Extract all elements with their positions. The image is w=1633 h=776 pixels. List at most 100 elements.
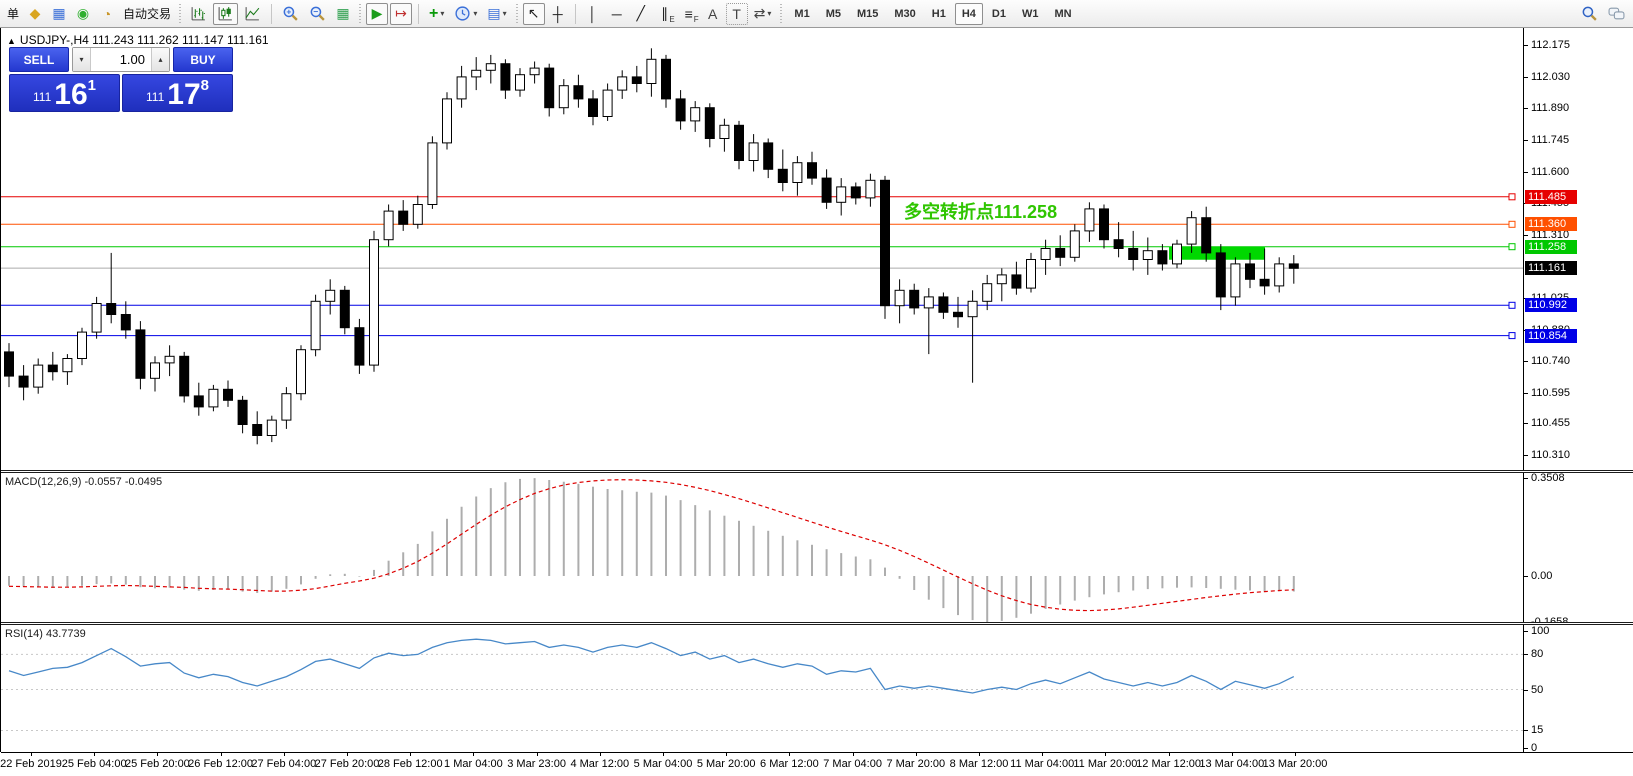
equidistant-channel-button[interactable]: ∥ E [661,5,675,24]
arrows-button-caret-icon[interactable]: ▾ [767,9,772,18]
candlestick-chart-button[interactable] [213,2,239,25]
current-price-badge: 111.161 [1525,261,1577,275]
vertical-line-button[interactable]: │ [588,5,598,22]
axis-tick-label: 50 [1531,684,1544,696]
time-tick [157,753,159,756]
time-tick-label: 11 Mar 04:00 [1010,758,1075,770]
panel-separator-rsi[interactable] [1,622,1633,625]
timeframe-button-h4[interactable]: H4 [954,2,983,25]
toolbar-grip [359,3,362,24]
timeframe-button-m15[interactable]: M15 [856,7,879,20]
text-button[interactable]: A [707,5,718,22]
axis-tick [1524,478,1528,479]
one-click-trade-panel: SELL ▾ 1.00 ▴ BUY 111 16 1 111 17 8 [9,47,233,112]
time-tick [473,753,475,756]
arrows-button[interactable]: ⇄ ▾ [753,5,772,21]
crosshair-button[interactable]: ┼ [552,5,563,22]
expert-advisors-icon[interactable]: ◔ [102,5,112,22]
text-label-button[interactable]: T [725,2,748,25]
axis-tick [1524,631,1528,632]
buy-price-display[interactable]: 111 17 8 [122,74,233,112]
trendline-button[interactable]: ╱ [636,5,645,21]
fibonacci-button[interactable]: ≡ F [684,5,699,24]
sell-button[interactable]: SELL [9,47,69,72]
templates-button[interactable]: ▤ ▾ [487,5,507,21]
search-button[interactable] [1577,3,1602,25]
timeframe-button-m30[interactable]: M30 [894,7,916,20]
time-tick [599,753,601,756]
volume-increase-icon[interactable]: ▴ [151,48,169,71]
chart-title-text: USDJPY-,H4 111.243 111.262 111.147 111.1… [19,33,269,47]
axis-tick [1524,393,1528,394]
toolbar-separator [418,3,420,24]
time-tick-label: 22 Feb 2019 [0,758,62,770]
axis-tick [1524,140,1528,141]
svg-text:+: + [286,7,291,17]
volume-decrease-icon[interactable]: ▾ [73,48,91,71]
macd-panel[interactable] [1,473,1523,622]
line-chart-button[interactable] [240,3,265,25]
buy-button[interactable]: BUY [173,47,233,72]
time-tick [915,753,917,756]
toolbar-separator [271,3,273,24]
time-tick-label: 27 Feb 04:00 [251,758,317,770]
volume-value[interactable]: 1.00 [119,52,145,67]
axis-tick [1524,654,1528,655]
axis-tick [1524,748,1528,749]
sell-price-display[interactable]: 111 16 1 [9,74,120,112]
time-tick [410,753,412,756]
chat-button[interactable] [1604,3,1629,25]
signals-icon[interactable]: ◉ [76,5,90,21]
time-axis[interactable]: 22 Feb 2019 25 Feb 04:00 25 Feb 20:00 26 Fe… [0,752,1633,776]
time-tick [1105,753,1107,756]
time-tick-label: 25 Feb 04:00 [61,758,127,770]
rsi-panel[interactable] [1,625,1523,752]
time-tick [536,753,538,756]
axis-tick-label: 0 [1531,742,1538,754]
time-tick [663,753,664,756]
zoom-in-button[interactable]: + [278,3,303,25]
chart-title: ▲ USDJPY-,H4 111.243 111.262 111.147 111.… [7,33,269,47]
time-tick-label: 3 Mar 23:00 [507,758,566,770]
periods-button[interactable]: ▾ [450,3,481,25]
indicators-button-caret-icon[interactable]: ▾ [440,9,445,18]
indicators-button[interactable]: + ▾ [429,4,445,22]
time-tick-label: 26 Feb 12:00 [188,758,254,770]
time-tick-label: 1 Mar 04:00 [444,758,503,770]
horizontal-line-button[interactable]: ─ [611,5,622,22]
candlestick-chart[interactable]: 多空转折点111.258 [1,28,1523,470]
toolbar: 单 ◆ ▦ ◉ ◔ 自动交易 + − ▦ ▶ ↦ + ▾ ▾ ▤ ▾ ↖ ┼ │ ─ ╱ ∥ E ≡ F A T ⇄ ▾ M1 M5 M… [0,0,1633,28]
svg-text:多空转折点111.258: 多空转折点111.258 [904,201,1057,222]
time-tick [1168,753,1170,756]
timeframe-button-mn[interactable]: MN [1054,7,1072,20]
collapse-triangle-icon[interactable]: ▲ [7,36,16,46]
panel-separator-macd[interactable] [1,470,1633,473]
autotrading-label[interactable]: 自动交易 [123,7,172,21]
volume-stepper[interactable]: ▾ 1.00 ▴ [72,47,170,72]
chart-shift-button[interactable]: ↦ [390,2,413,25]
chart-window[interactable]: ▲ USDJPY-,H4 111.243 111.262 111.147 111.… [0,28,1633,776]
timeframe-button-m5[interactable]: M5 [825,7,841,20]
timeframe-button-h1[interactable]: H1 [931,7,946,20]
price-axis[interactable]: 112.175 112.030 111.890 111.745 111.600 111.4… [1523,28,1633,754]
new-order-icon[interactable]: ◆ [29,5,41,21]
timeframe-button-d1[interactable]: D1 [991,7,1006,20]
buy-price-prefix: 111 [146,90,165,104]
templates-button-caret-icon[interactable]: ▾ [502,9,507,18]
timeframe-button-w1[interactable]: W1 [1021,7,1039,20]
time-tick [31,753,32,756]
cursor-button[interactable]: ↖ [522,2,545,25]
sell-price-big: 16 [54,77,88,111]
time-tick-label: 7 Mar 04:00 [823,758,882,770]
time-tick-label: 6 Mar 12:00 [760,758,819,770]
axis-tick [1524,423,1528,424]
tile-windows-icon[interactable]: ▦ [336,5,350,21]
auto-scroll-button[interactable]: ▶ [366,2,389,25]
chart-window-icon[interactable]: ▦ [52,5,66,21]
bar-chart-button[interactable] [186,3,211,25]
timeframe-button-m1[interactable]: M1 [794,7,810,20]
periods-button-caret-icon[interactable]: ▾ [473,9,478,18]
zoom-out-button[interactable]: − [305,3,330,25]
time-tick-label: 7 Mar 20:00 [886,758,946,770]
